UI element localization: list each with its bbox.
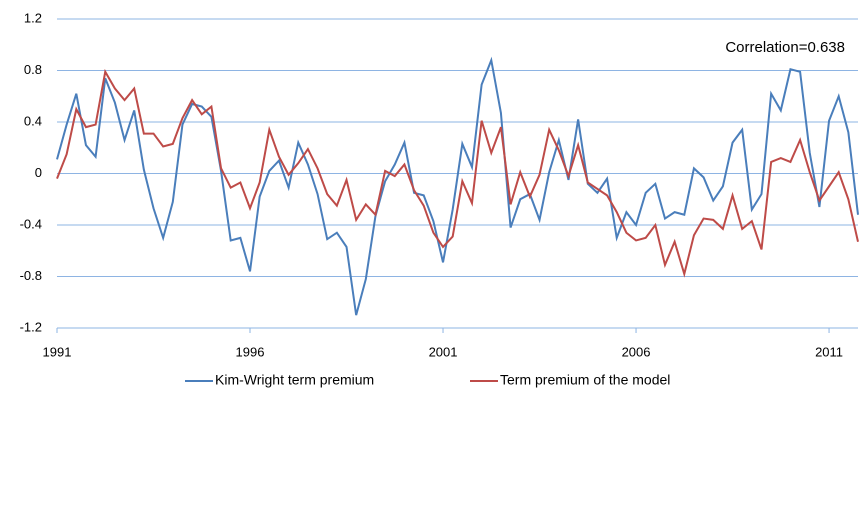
series-line bbox=[56, 56, 859, 316]
x-tick-label: 2006 bbox=[622, 344, 651, 359]
y-tick-label: 0 bbox=[35, 165, 42, 180]
x-tick-label: 2001 bbox=[429, 344, 458, 359]
series-line bbox=[56, 68, 859, 278]
legend-label: Kim-Wright term premium bbox=[215, 372, 374, 388]
x-tick-label: 1991 bbox=[43, 344, 72, 359]
y-tick-label: 0.4 bbox=[24, 113, 42, 128]
x-tick-label: 1996 bbox=[236, 344, 265, 359]
annotation: Correlation=0.638 bbox=[725, 39, 845, 56]
x-tick-label: 2011 bbox=[815, 344, 843, 359]
y-tick-label: -0.8 bbox=[20, 268, 42, 283]
y-tick-label: -0.4 bbox=[20, 216, 42, 231]
y-tick-label: 0.8 bbox=[24, 62, 42, 77]
legend-label: Term premium of the model bbox=[500, 372, 670, 388]
y-tick-label: -1.2 bbox=[20, 319, 42, 334]
y-tick-label: 1.2 bbox=[24, 10, 42, 25]
